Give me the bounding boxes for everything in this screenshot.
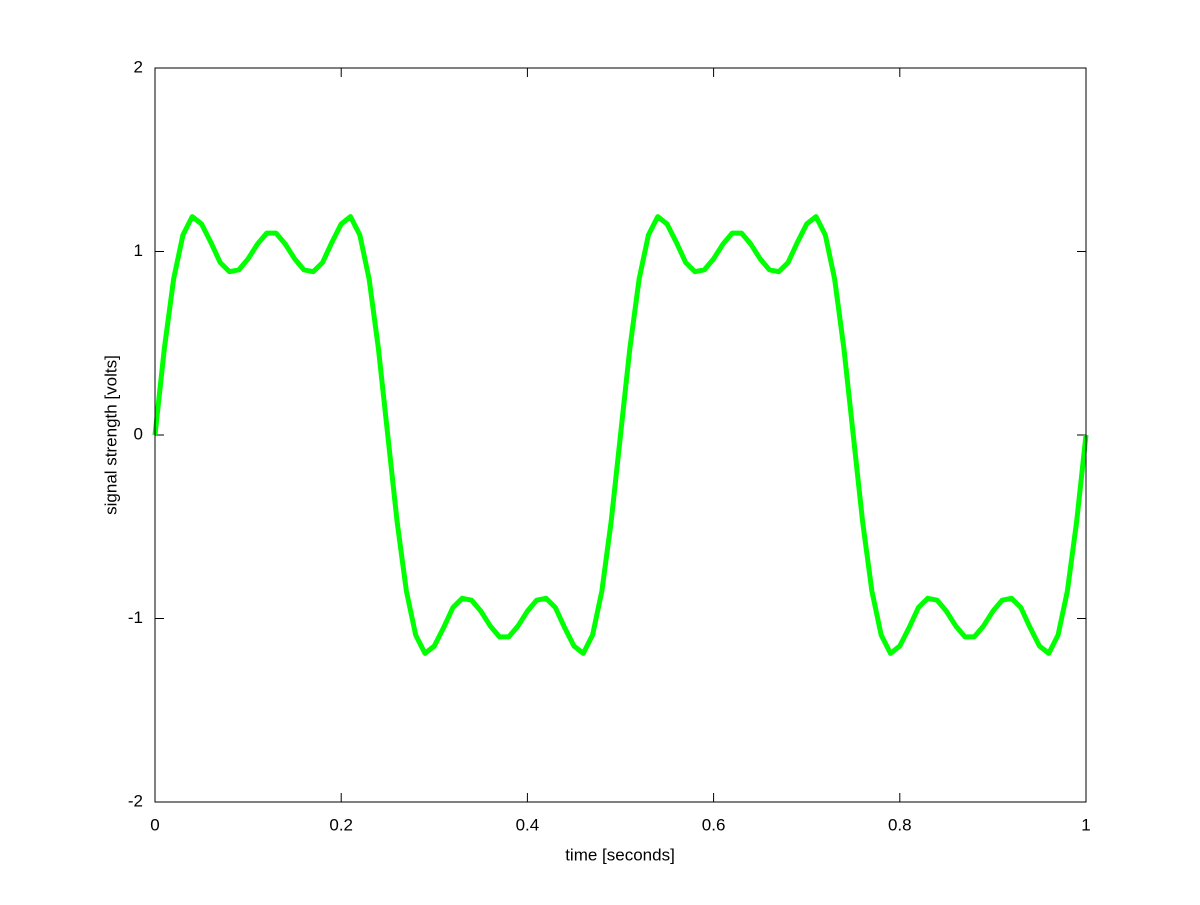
y-tick-label: 1	[134, 241, 143, 260]
x-tick-label: 0.2	[329, 815, 353, 834]
plot-frame	[154, 67, 1087, 803]
y-tick-label: 0	[134, 424, 143, 443]
y-tick-label: -2	[128, 791, 143, 810]
x-tick-label: 0.8	[888, 815, 912, 834]
y-axis-label: signal strength [volts]	[101, 355, 120, 515]
y-tick-label: -1	[128, 608, 143, 627]
signal-line	[152, 214, 1089, 656]
x-tick-label: 0.4	[516, 815, 540, 834]
x-axis-label: time [seconds]	[565, 845, 675, 864]
x-tick-label: 0	[150, 815, 159, 834]
y-tick-label: 2	[134, 57, 143, 76]
x-tick-label: 0.6	[702, 815, 726, 834]
x-tick-label: 1	[1081, 815, 1090, 834]
